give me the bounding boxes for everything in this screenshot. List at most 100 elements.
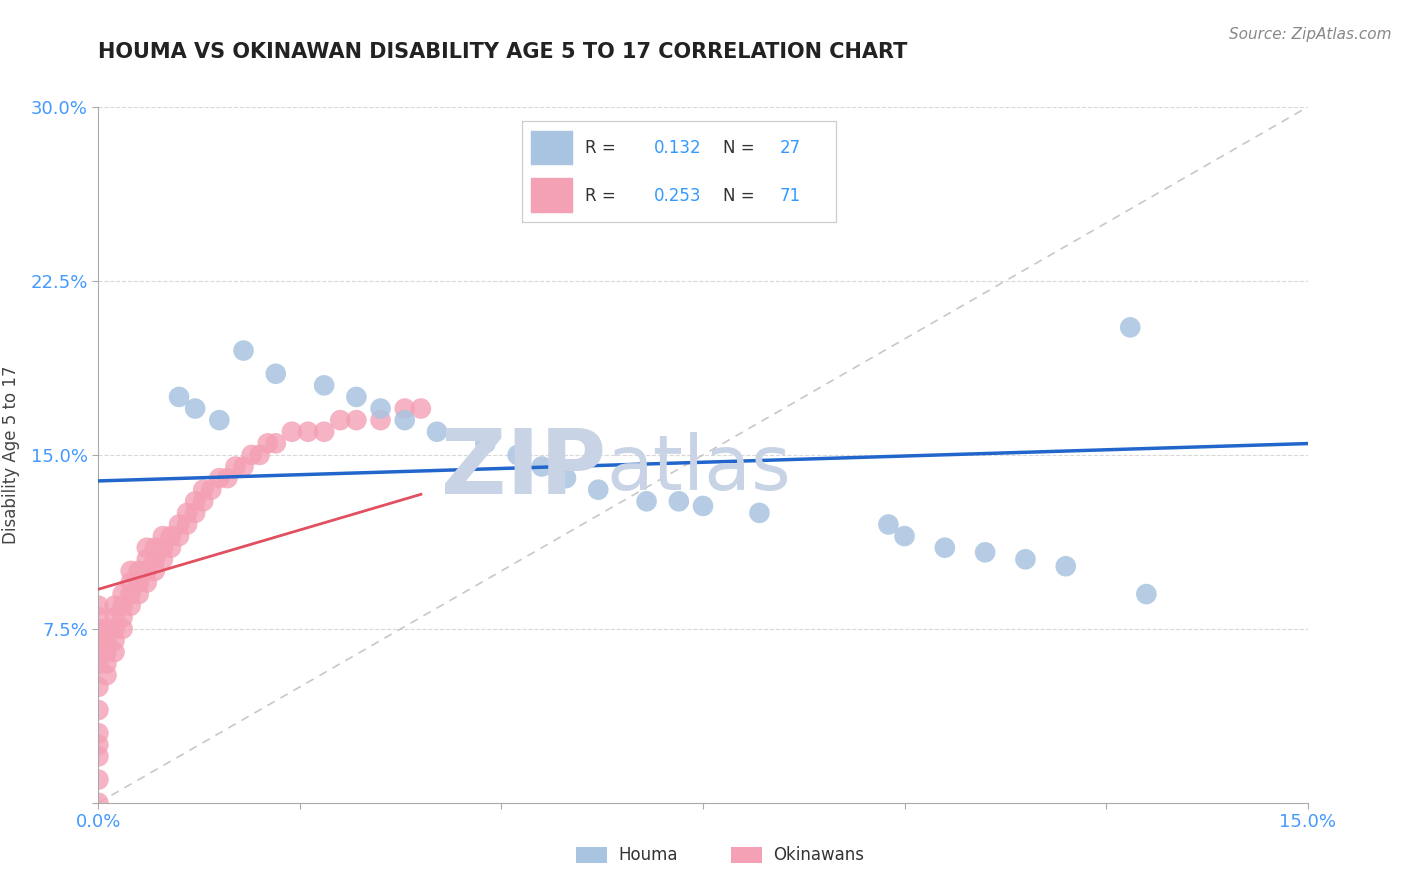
Point xyxy=(87,772,110,787)
Point xyxy=(314,425,336,439)
Point xyxy=(87,633,110,648)
Point xyxy=(530,459,553,474)
Point xyxy=(240,448,263,462)
Point xyxy=(394,413,416,427)
Point xyxy=(167,517,190,532)
Point xyxy=(167,529,190,543)
Point xyxy=(1119,320,1142,334)
Point xyxy=(370,401,392,416)
Point xyxy=(314,378,336,392)
Point xyxy=(103,645,125,659)
Point xyxy=(96,668,118,682)
Point xyxy=(87,796,110,810)
Point xyxy=(426,425,449,439)
Text: ZIP: ZIP xyxy=(441,425,606,513)
Point xyxy=(232,459,254,474)
Point xyxy=(111,610,134,624)
Point xyxy=(111,599,134,613)
Point xyxy=(96,657,118,671)
Point xyxy=(297,425,319,439)
Point xyxy=(877,517,900,532)
Point xyxy=(193,494,215,508)
Point xyxy=(103,599,125,613)
Point xyxy=(87,680,110,694)
Point xyxy=(128,575,150,590)
Point xyxy=(167,390,190,404)
Point xyxy=(176,506,198,520)
Point xyxy=(87,622,110,636)
Text: Okinawans: Okinawans xyxy=(773,847,865,864)
Point xyxy=(120,575,142,590)
Point xyxy=(111,587,134,601)
Point xyxy=(160,541,183,555)
Point xyxy=(87,599,110,613)
Point xyxy=(474,436,496,450)
Point xyxy=(692,499,714,513)
Point xyxy=(974,545,997,559)
Point xyxy=(409,401,432,416)
Point xyxy=(87,738,110,752)
Point xyxy=(370,413,392,427)
Point xyxy=(394,401,416,416)
Point xyxy=(344,390,367,404)
Point xyxy=(636,494,658,508)
Point xyxy=(506,448,529,462)
Point xyxy=(135,552,157,566)
Point xyxy=(184,401,207,416)
Point xyxy=(103,610,125,624)
Point xyxy=(143,541,166,555)
Point xyxy=(264,367,287,381)
Point xyxy=(152,552,174,566)
Point xyxy=(103,622,125,636)
Point xyxy=(120,564,142,578)
Point xyxy=(87,749,110,764)
Text: Houma: Houma xyxy=(619,847,678,864)
Point xyxy=(281,425,304,439)
Point xyxy=(143,564,166,578)
Point xyxy=(1014,552,1036,566)
Point xyxy=(256,436,278,450)
Point xyxy=(176,517,198,532)
Point xyxy=(111,622,134,636)
Point xyxy=(87,703,110,717)
Point xyxy=(249,448,271,462)
Text: HOUMA VS OKINAWAN DISABILITY AGE 5 TO 17 CORRELATION CHART: HOUMA VS OKINAWAN DISABILITY AGE 5 TO 17… xyxy=(98,43,908,62)
Point xyxy=(934,541,956,555)
Point xyxy=(128,564,150,578)
Point xyxy=(120,599,142,613)
Point xyxy=(87,726,110,740)
Point xyxy=(96,645,118,659)
Point xyxy=(748,506,770,520)
Point xyxy=(120,587,142,601)
Point xyxy=(264,436,287,450)
Point xyxy=(96,633,118,648)
Point xyxy=(184,506,207,520)
Point xyxy=(893,529,915,543)
Point xyxy=(586,483,609,497)
Point xyxy=(193,483,215,497)
Point xyxy=(200,483,222,497)
Point xyxy=(143,552,166,566)
Text: Source: ZipAtlas.com: Source: ZipAtlas.com xyxy=(1229,27,1392,42)
Point xyxy=(208,413,231,427)
Point xyxy=(208,471,231,485)
Point xyxy=(1054,559,1077,574)
Point xyxy=(135,564,157,578)
Point xyxy=(96,622,118,636)
Point xyxy=(87,657,110,671)
Y-axis label: Disability Age 5 to 17: Disability Age 5 to 17 xyxy=(1,366,20,544)
Point xyxy=(152,541,174,555)
Point xyxy=(87,610,110,624)
Point xyxy=(87,645,110,659)
Point xyxy=(224,459,246,474)
Point xyxy=(103,633,125,648)
Point xyxy=(128,587,150,601)
Point xyxy=(668,494,690,508)
Point xyxy=(344,413,367,427)
Point xyxy=(1135,587,1157,601)
Point xyxy=(232,343,254,358)
Point xyxy=(184,494,207,508)
Text: atlas: atlas xyxy=(606,432,792,506)
Point xyxy=(135,541,157,555)
Point xyxy=(555,471,578,485)
